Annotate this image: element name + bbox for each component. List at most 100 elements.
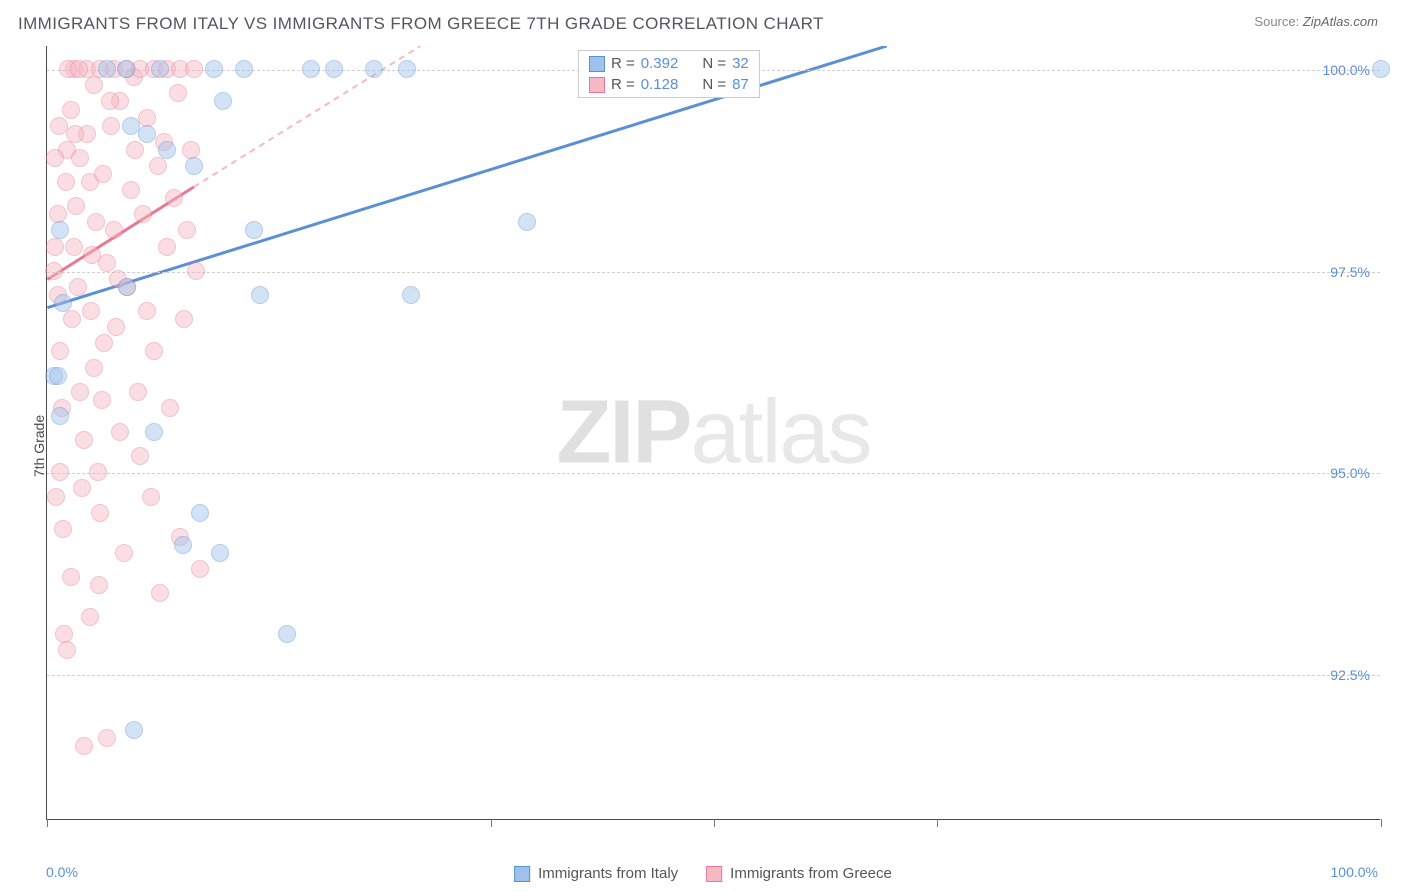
scatter-point (98, 60, 116, 78)
scatter-point (125, 721, 143, 739)
scatter-point (49, 367, 67, 385)
scatter-point (174, 536, 192, 554)
scatter-point (85, 359, 103, 377)
scatter-point (158, 141, 176, 159)
scatter-point (214, 92, 232, 110)
scatter-point (1372, 60, 1390, 78)
scatter-point (51, 407, 69, 425)
scatter-point (95, 334, 113, 352)
scatter-point (81, 608, 99, 626)
scatter-point (65, 238, 83, 256)
scatter-point (131, 447, 149, 465)
scatter-point (73, 479, 91, 497)
x-tick (47, 819, 48, 827)
scatter-point (134, 205, 152, 223)
scatter-point (102, 117, 120, 135)
watermark-zip: ZIP (556, 382, 690, 482)
y-tick-label: 95.0% (1330, 465, 1370, 481)
scatter-point (62, 568, 80, 586)
scatter-point (75, 737, 93, 755)
legend-n-label: N = (702, 76, 726, 93)
scatter-point (161, 399, 179, 417)
legend-series: Immigrants from Italy Immigrants from Gre… (514, 865, 892, 882)
legend-swatch (589, 56, 605, 72)
scatter-point (187, 262, 205, 280)
plot-area: ZIPatlas 92.5%95.0%97.5%100.0% (46, 46, 1380, 820)
scatter-point (71, 149, 89, 167)
scatter-point (63, 310, 81, 328)
scatter-point (165, 189, 183, 207)
scatter-point (149, 157, 167, 175)
y-tick-label: 92.5% (1330, 667, 1370, 683)
scatter-point (54, 294, 72, 312)
scatter-point (235, 60, 253, 78)
legend-n-value: 87 (732, 76, 749, 93)
scatter-point (518, 213, 536, 231)
scatter-point (129, 383, 147, 401)
scatter-point (185, 157, 203, 175)
scatter-point (251, 286, 269, 304)
scatter-point (94, 165, 112, 183)
scatter-point (85, 76, 103, 94)
scatter-point (111, 423, 129, 441)
scatter-point (46, 149, 64, 167)
legend-r-label: R = (611, 76, 635, 93)
scatter-point (402, 286, 420, 304)
source-label: Source: (1254, 14, 1299, 29)
legend-correlation: R =0.392N =32R =0.128N =87 (578, 50, 760, 98)
scatter-point (138, 125, 156, 143)
chart-title: IMMIGRANTS FROM ITALY VS IMMIGRANTS FROM… (18, 14, 824, 34)
legend-swatch (706, 866, 722, 882)
legend-swatch (514, 866, 530, 882)
scatter-point (45, 262, 63, 280)
scatter-point (191, 504, 209, 522)
scatter-point (278, 625, 296, 643)
scatter-point (398, 60, 416, 78)
scatter-point (98, 729, 116, 747)
scatter-point (47, 488, 65, 506)
legend-swatch (589, 77, 605, 93)
scatter-point (87, 213, 105, 231)
scatter-point (115, 544, 133, 562)
watermark: ZIPatlas (556, 381, 870, 484)
watermark-atlas: atlas (690, 382, 870, 482)
x-tick-label-max: 100.0% (1331, 864, 1378, 880)
scatter-point (365, 60, 383, 78)
legend-n-label: N = (702, 55, 726, 72)
scatter-point (89, 463, 107, 481)
scatter-point (50, 117, 68, 135)
scatter-point (46, 238, 64, 256)
scatter-point (91, 504, 109, 522)
legend-r-value: 0.128 (641, 76, 679, 93)
scatter-point (158, 238, 176, 256)
scatter-point (107, 318, 125, 336)
scatter-point (175, 310, 193, 328)
scatter-point (51, 221, 69, 239)
scatter-point (83, 246, 101, 264)
scatter-point (101, 92, 119, 110)
legend-correlation-row: R = 0.128 N = 87 (579, 74, 759, 95)
gridline-h (47, 272, 1380, 273)
legend-series-item: Immigrants from Greece (706, 865, 892, 882)
scatter-point (145, 423, 163, 441)
scatter-point (67, 197, 85, 215)
y-tick-label: 100.0% (1323, 62, 1370, 78)
scatter-point (245, 221, 263, 239)
scatter-point (118, 278, 136, 296)
scatter-point (75, 431, 93, 449)
legend-r-label: R = (611, 55, 635, 72)
scatter-point (62, 101, 80, 119)
scatter-point (142, 488, 160, 506)
scatter-point (302, 60, 320, 78)
gridline-h (47, 675, 1380, 676)
source: Source: ZipAtlas.com (1254, 14, 1378, 29)
scatter-point (54, 520, 72, 538)
x-tick (1381, 819, 1382, 827)
x-tick-label-min: 0.0% (46, 864, 78, 880)
legend-r-value: 0.392 (641, 55, 679, 72)
scatter-point (51, 463, 69, 481)
scatter-point (151, 60, 169, 78)
legend-series-item: Immigrants from Italy (514, 865, 678, 882)
x-tick (491, 819, 492, 827)
scatter-point (57, 173, 75, 191)
